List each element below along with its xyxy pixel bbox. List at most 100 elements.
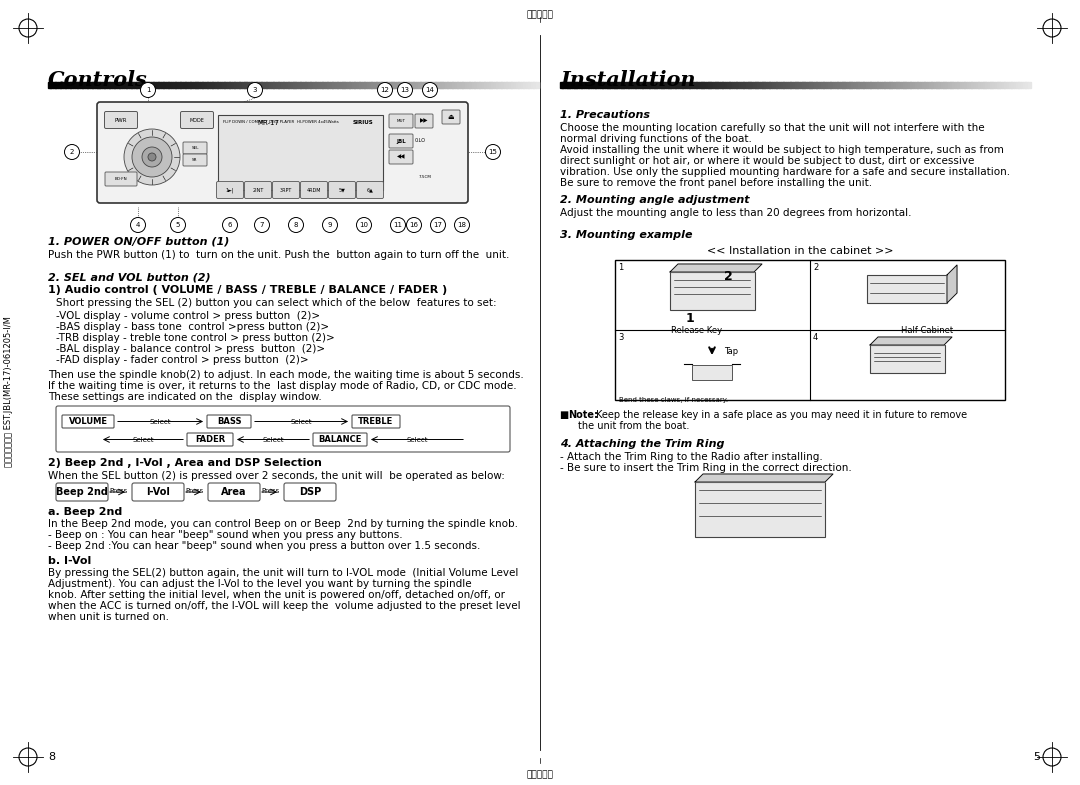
Text: 1. Precautions: 1. Precautions	[561, 110, 650, 120]
Circle shape	[378, 82, 392, 97]
Bar	[426, 82, 429, 88]
Text: -VOL display - volume control > press button  (2)>: -VOL display - volume control > press bu…	[56, 311, 320, 321]
Bar	[457, 82, 460, 88]
Bar	[833, 82, 836, 88]
Text: 2: 2	[813, 263, 819, 272]
Bar	[971, 82, 974, 88]
Circle shape	[422, 82, 437, 97]
Bar	[753, 82, 756, 88]
Text: Adjust the mounting angle to less than 20 degrees from horizontal.: Adjust the mounting angle to less than 2…	[561, 208, 912, 218]
Bar	[102, 82, 105, 88]
Bar	[856, 82, 859, 88]
Bar	[936, 82, 939, 88]
Bar	[536, 82, 539, 88]
Bar	[396, 82, 399, 88]
Bar	[755, 82, 758, 88]
Bar	[482, 82, 485, 88]
Circle shape	[124, 129, 180, 185]
Text: 0.LO: 0.LO	[415, 138, 426, 144]
Bar	[631, 82, 633, 88]
Bar	[212, 82, 215, 88]
Bar	[121, 82, 124, 88]
FancyBboxPatch shape	[105, 111, 137, 129]
Bar	[819, 82, 822, 88]
Text: 2: 2	[70, 149, 75, 155]
Bar	[219, 82, 222, 88]
Bar	[530, 82, 534, 88]
FancyBboxPatch shape	[56, 483, 108, 501]
Bar	[534, 82, 536, 88]
Text: a. Beep 2nd: a. Beep 2nd	[48, 507, 122, 517]
Bar	[873, 82, 876, 88]
Bar	[453, 82, 455, 88]
Text: 18: 18	[458, 222, 467, 228]
Bar	[629, 82, 631, 88]
Bar	[1013, 82, 1016, 88]
Bar	[190, 82, 193, 88]
Bar	[877, 82, 880, 88]
Text: FADER: FADER	[194, 435, 225, 444]
Bar	[105, 82, 107, 88]
Bar	[868, 82, 870, 88]
Bar	[129, 82, 132, 88]
Bar	[185, 82, 188, 88]
Bar	[561, 82, 563, 88]
Bar	[524, 82, 526, 88]
Text: Controls: Controls	[48, 70, 148, 90]
Bar	[663, 82, 666, 88]
Text: Then use the spindle knob(2) to adjust. In each mode, the waiting time is about : Then use the spindle knob(2) to adjust. …	[48, 370, 524, 380]
Bar	[449, 82, 453, 88]
Bar	[739, 82, 742, 88]
Bar	[261, 82, 265, 88]
Bar	[670, 272, 755, 310]
Bar	[509, 82, 512, 88]
Bar	[327, 82, 330, 88]
Bar	[731, 82, 734, 88]
Bar	[563, 82, 565, 88]
Bar	[870, 345, 945, 373]
Bar	[943, 82, 946, 88]
Text: VOLUME: VOLUME	[68, 417, 108, 426]
Bar	[683, 82, 685, 88]
Bar	[933, 82, 936, 88]
Text: MODE: MODE	[190, 118, 204, 122]
Bar	[597, 82, 600, 88]
Bar	[571, 82, 575, 88]
Bar	[615, 260, 1005, 400]
FancyBboxPatch shape	[389, 114, 413, 128]
Bar	[192, 82, 195, 88]
Bar	[692, 365, 732, 380]
Bar	[651, 82, 654, 88]
FancyBboxPatch shape	[56, 406, 510, 452]
Bar	[769, 82, 772, 88]
Bar	[480, 82, 482, 88]
Circle shape	[486, 144, 500, 159]
Text: JBL: JBL	[396, 138, 406, 144]
Text: FLIP DOWN / COMPACT DISC PLAYER: FLIP DOWN / COMPACT DISC PLAYER	[222, 120, 294, 124]
Circle shape	[391, 217, 405, 232]
Text: -FAD display - fader control > press button  (2)>: -FAD display - fader control > press but…	[56, 355, 309, 365]
Bar	[643, 82, 645, 88]
Bar	[948, 82, 950, 88]
Text: 1) Audio control ( VOLUME / BASS / TREBLE / BALANCE / FADER ): 1) Audio control ( VOLUME / BASS / TREBL…	[48, 285, 447, 295]
Text: 10: 10	[360, 222, 368, 228]
Text: normal driving functions of the boat.: normal driving functions of the boat.	[561, 134, 752, 144]
Text: 9: 9	[327, 222, 333, 228]
Text: 2: 2	[724, 270, 732, 283]
Circle shape	[356, 217, 372, 232]
Bar	[51, 82, 53, 88]
Bar	[924, 82, 927, 88]
Bar	[751, 82, 753, 88]
Bar	[99, 82, 103, 88]
Bar	[281, 82, 284, 88]
Bar	[723, 82, 725, 88]
Text: 1: 1	[146, 87, 150, 93]
Bar	[210, 82, 213, 88]
Bar	[205, 82, 207, 88]
Bar	[619, 82, 622, 88]
Bar	[767, 82, 770, 88]
Text: Push the PWR button (1) to  turn on the unit. Push the  button again to turn off: Push the PWR button (1) to turn on the u…	[48, 250, 510, 260]
Bar	[929, 82, 932, 88]
Bar	[347, 82, 350, 88]
Bar	[323, 82, 325, 88]
